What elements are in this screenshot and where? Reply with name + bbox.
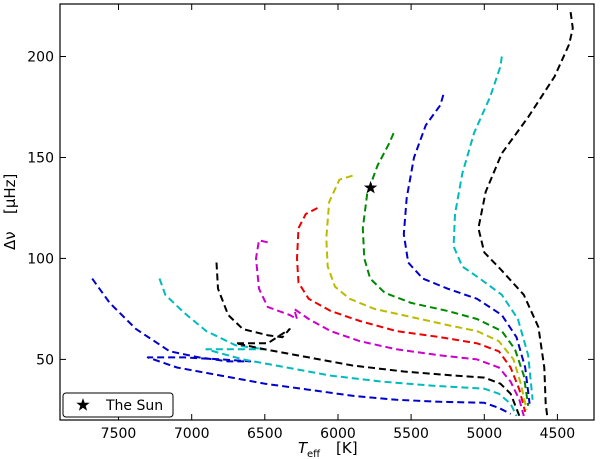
x-tick-label: 4500 xyxy=(540,426,576,442)
series-line-7 xyxy=(361,132,530,407)
series-line-6 xyxy=(325,174,528,411)
x-tick-label: 7500 xyxy=(101,426,137,442)
x-axis-label: T eff [K] xyxy=(298,439,358,459)
x-tick-label: 5000 xyxy=(466,426,502,442)
tick-layer: 7500 7000 6500 6000 5500 5000 4500 50 100 150 200 xyxy=(27,4,594,442)
series-line-9 xyxy=(452,56,534,400)
svg-text:[K]: [K] xyxy=(336,439,358,457)
series-line-10 xyxy=(477,11,574,417)
y-axis-label: Δν [μHz] xyxy=(1,174,19,250)
series-line-1 xyxy=(91,278,512,415)
x-tick-label: 5500 xyxy=(393,426,429,442)
series-line-3 xyxy=(215,262,521,417)
legend-label: The Sun xyxy=(105,398,163,414)
legend-star-icon xyxy=(76,398,90,411)
x-tick-label: 6500 xyxy=(247,426,283,442)
svg-text:[μHz]: [μHz] xyxy=(1,174,19,214)
plot-frame xyxy=(59,3,595,421)
y-tick-label: 200 xyxy=(27,50,54,66)
x-tick-label: 7000 xyxy=(174,426,210,442)
legend-box xyxy=(62,392,174,418)
series-line-2 xyxy=(158,278,518,417)
legend: The Sun xyxy=(62,392,174,418)
series-line-5 xyxy=(296,207,527,413)
marker-layer xyxy=(363,180,378,194)
x-tick-label: 6000 xyxy=(320,426,356,442)
series-layer xyxy=(91,11,574,417)
svg-text:eff: eff xyxy=(307,449,321,459)
sun-marker xyxy=(363,180,378,194)
y-tick-label: 150 xyxy=(27,151,54,167)
svg-text:Δν: Δν xyxy=(1,231,19,250)
svg-text:T: T xyxy=(298,439,309,457)
y-tick-label: 100 xyxy=(27,251,54,267)
y-tick-label: 50 xyxy=(36,352,54,368)
